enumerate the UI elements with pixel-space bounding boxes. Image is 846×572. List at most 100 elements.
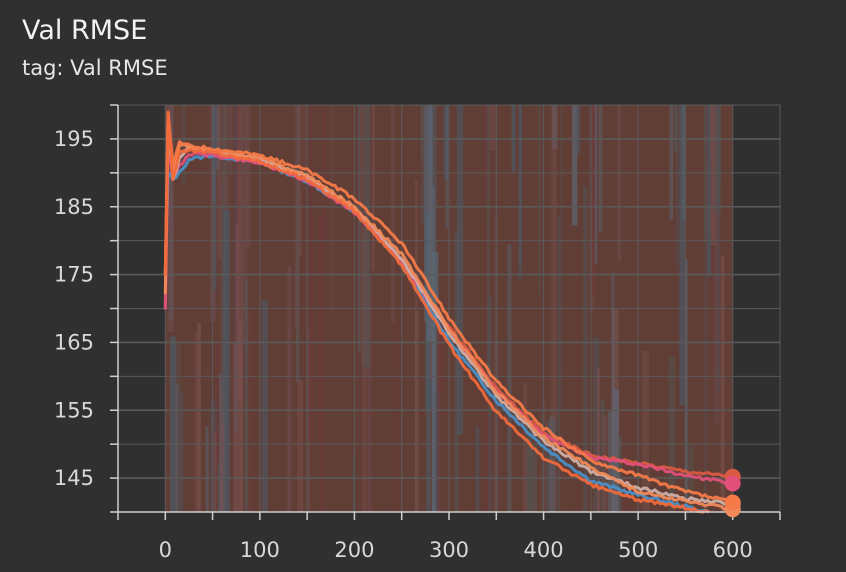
- variance-band-stripe: [647, 462, 650, 512]
- y-tick-label: 165: [54, 330, 94, 354]
- variance-band-stripe: [714, 105, 722, 214]
- variance-band-stripe: [546, 420, 550, 512]
- variance-band-stripe: [596, 368, 600, 512]
- variance-band-stripe: [523, 382, 527, 512]
- variance-band-stripe: [426, 105, 433, 343]
- variance-band-stripe: [363, 105, 371, 370]
- variance-band-stripe: [669, 105, 674, 220]
- variance-band-stripe: [483, 229, 488, 513]
- variance-band-stripe: [445, 105, 448, 229]
- series-layer: [163, 110, 734, 514]
- variance-band-stripe: [486, 105, 490, 397]
- variance-band-stripe: [436, 300, 443, 512]
- x-tick-label: 300: [429, 538, 469, 562]
- variance-band-stripe: [432, 186, 436, 513]
- variance-band-stripe: [237, 105, 244, 401]
- variance-band-stripe: [475, 425, 480, 512]
- variance-band-stripe: [591, 105, 598, 296]
- variance-band-stripe: [507, 244, 512, 512]
- variance-band-stripe: [679, 105, 685, 406]
- variance-band-stripe: [217, 105, 222, 260]
- variance-band-stripe: [483, 105, 488, 198]
- variance-band-stripe: [703, 207, 708, 512]
- variance-band-stripe: [358, 105, 361, 352]
- variance-band-stripe: [180, 390, 184, 512]
- variance-band-stripe: [431, 105, 436, 259]
- variance-band-stripe: [707, 105, 711, 277]
- y-tick-label: 155: [54, 398, 94, 422]
- variance-band-stripe: [215, 342, 219, 512]
- variance-band-stripe: [583, 185, 588, 512]
- variance-band-stripe: [681, 105, 687, 220]
- variance-band-stripe: [718, 105, 722, 183]
- variance-band-stripe: [362, 227, 369, 512]
- x-tick-label: 500: [618, 538, 658, 562]
- variance-band-stripe: [518, 105, 522, 279]
- variance-band-stripe: [488, 105, 496, 151]
- variance-band-stripe: [174, 343, 181, 512]
- variance-band-stripe: [366, 299, 372, 512]
- endpoint-marker-layer: [724, 468, 741, 518]
- grid-layer: [117, 104, 781, 513]
- x-tick-label: 100: [240, 538, 280, 562]
- variance-band-stripe: [302, 105, 306, 190]
- variance-band-stripe: [594, 105, 598, 265]
- series-line: [163, 118, 734, 512]
- variance-band-stripe: [673, 105, 678, 153]
- variance-band-stripe: [552, 105, 558, 150]
- variance-band-stripe: [308, 105, 314, 443]
- variance-band-stripe: [307, 329, 310, 512]
- variance-band-stripe: [390, 254, 397, 513]
- variance-band-stripe: [318, 214, 325, 513]
- x-tick-label: 0: [159, 538, 172, 562]
- variance-band-stripe: [197, 323, 201, 512]
- variance-band-stripe: [511, 105, 516, 172]
- x-tick-label: 600: [713, 538, 753, 562]
- variance-band-stripe: [554, 459, 560, 512]
- variance-band-stripe: [260, 219, 263, 512]
- series-line: [163, 111, 734, 504]
- variance-band-stripe: [301, 105, 308, 336]
- variance-band-stripe: [519, 105, 522, 267]
- variance-band-stripe: [560, 105, 563, 411]
- variance-band-stripe: [420, 105, 424, 160]
- variance-band-stripe: [668, 357, 676, 512]
- variance-band-stripe: [219, 178, 225, 513]
- variance-band-stripe: [194, 331, 199, 512]
- variance-band-stripe: [224, 420, 227, 512]
- variance-band-stripe: [170, 336, 176, 512]
- variance-band-stripe: [572, 105, 578, 226]
- variance-band-stripe: [613, 389, 620, 512]
- variance-band-stripe: [684, 258, 688, 512]
- variance-band-stripe: [426, 204, 431, 512]
- variance-band-stripe: [261, 300, 268, 512]
- variance-band-stripe: [538, 105, 541, 295]
- variance-band-stripe: [619, 436, 622, 512]
- variance-band-stripe: [611, 272, 615, 512]
- variance-band-stripe: [576, 105, 581, 154]
- variance-band-stripe: [557, 215, 561, 512]
- variance-band-stripe: [717, 105, 720, 393]
- series-endpoint-marker: [724, 494, 741, 511]
- variance-band-stripe: [367, 274, 372, 512]
- variance-band-stripe: [598, 105, 603, 233]
- variance-band-stripe: [223, 210, 230, 512]
- y-tick-label: 195: [54, 127, 94, 151]
- variance-band-stripe: [526, 413, 532, 512]
- variance-band-stripe: [593, 337, 600, 512]
- y-tick-label: 175: [54, 263, 94, 287]
- variance-band-stripe: [713, 105, 720, 425]
- variance-band-stripe: [549, 416, 557, 512]
- variance-band-stripe: [642, 350, 649, 512]
- variance-band-stripe: [175, 383, 179, 512]
- variance-band-stripe: [431, 251, 439, 512]
- variance-band-stripe: [297, 380, 304, 512]
- chart-subtitle: tag: Val RMSE: [22, 56, 168, 80]
- chart-title: Val RMSE: [22, 15, 148, 46]
- variance-band-stripe: [720, 255, 725, 512]
- variance-band-stripe: [710, 105, 717, 246]
- tick-label-layer: 0 100 200 300 400 500 600 145 155 165 175 185 195: [54, 127, 753, 562]
- variance-band-stripe: [432, 105, 438, 349]
- variance-band-stripe: [454, 231, 459, 512]
